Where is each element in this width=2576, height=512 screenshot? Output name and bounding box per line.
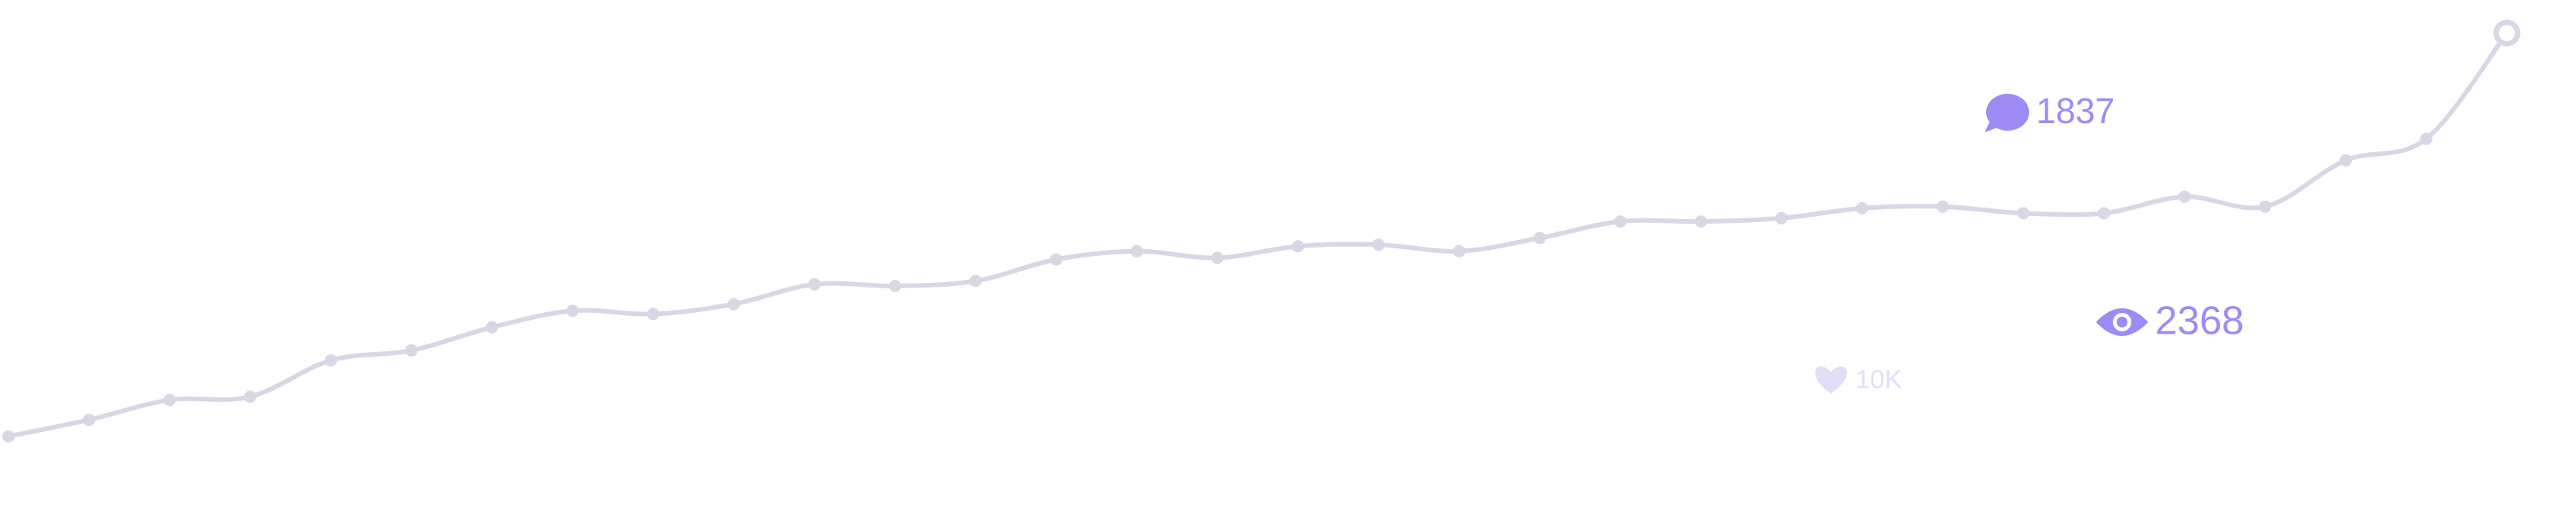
point bbox=[405, 344, 418, 357]
annotation-text: 1837 bbox=[2036, 91, 2114, 131]
annotations: 1837 2368 10K bbox=[1815, 91, 2244, 394]
point bbox=[2178, 190, 2191, 203]
point bbox=[1452, 244, 1465, 258]
annotation: 10K bbox=[1815, 365, 1902, 394]
annotation: 1837 bbox=[1985, 91, 2114, 132]
point bbox=[1211, 251, 1224, 264]
comment-icon-tail bbox=[1985, 120, 2002, 132]
point bbox=[647, 308, 660, 321]
point bbox=[1050, 253, 1063, 266]
point bbox=[2, 430, 15, 443]
point bbox=[1533, 231, 1546, 244]
point bbox=[2017, 207, 2030, 220]
point bbox=[82, 414, 95, 427]
point bbox=[727, 298, 740, 311]
point bbox=[808, 278, 821, 291]
point bbox=[566, 304, 579, 318]
guides bbox=[7, 15, 2508, 512]
point bbox=[2259, 200, 2272, 213]
comment-icon bbox=[1986, 94, 2029, 131]
line bbox=[6, 31, 2509, 439]
annotation-text: 2368 bbox=[2155, 299, 2244, 344]
point bbox=[2098, 207, 2111, 220]
point bbox=[1694, 215, 1707, 228]
point bbox=[1291, 240, 1304, 253]
point bbox=[1131, 244, 1144, 258]
point bbox=[2493, 19, 2521, 47]
point bbox=[2339, 154, 2353, 167]
plot bbox=[2, 19, 2521, 443]
annotation: 2368 bbox=[2096, 299, 2244, 344]
point bbox=[1856, 201, 1869, 214]
heart-icon bbox=[1815, 366, 1847, 394]
point bbox=[485, 321, 498, 334]
point bbox=[969, 274, 982, 288]
point bbox=[1936, 200, 1949, 213]
annotation-text: 10K bbox=[1856, 365, 1902, 394]
point bbox=[1372, 238, 1385, 251]
point bbox=[2420, 132, 2433, 145]
point bbox=[1775, 211, 1788, 224]
eye-pupil bbox=[2117, 317, 2127, 327]
point bbox=[1614, 215, 1627, 228]
point bbox=[243, 391, 257, 403]
point bbox=[889, 279, 902, 292]
point bbox=[324, 354, 337, 367]
point bbox=[163, 394, 176, 407]
